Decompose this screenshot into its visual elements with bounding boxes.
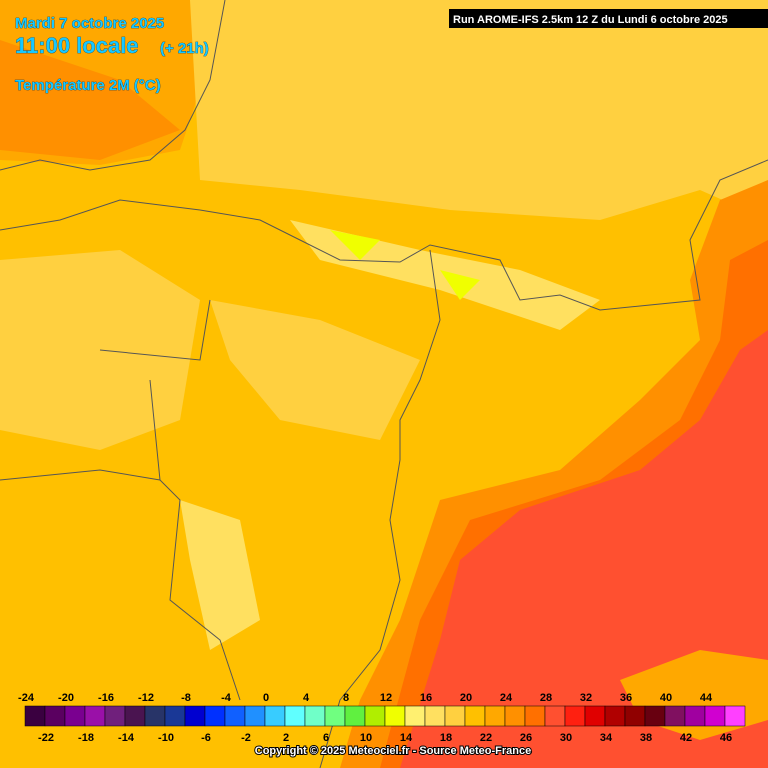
scale-label: 10 [360,732,372,744]
scale-label: 24 [500,692,513,704]
scale-swatch [384,705,406,727]
scale-label: 46 [720,732,732,744]
color-scale: -24-22-20-18-16-14-12-10-8-6-4-202468101… [18,692,746,744]
scale-swatch [264,705,286,727]
scale-swatch [304,705,326,727]
scale-swatch [24,705,46,727]
scale-swatch [404,705,426,727]
scale-swatch [64,705,86,727]
scale-label: 40 [660,692,672,704]
scale-label: 18 [440,732,452,744]
scale-label: 4 [303,692,310,704]
scale-swatch [604,705,626,727]
scale-swatch [284,705,306,727]
scale-swatch [164,705,186,727]
scale-label: 0 [263,692,269,704]
scale-swatch [144,705,166,727]
scale-label: 16 [420,692,432,704]
run-box [449,9,768,28]
scale-swatch [644,705,666,727]
scale-label: -12 [138,692,154,704]
scale-label: 36 [620,692,632,704]
scale-label: 28 [540,692,552,704]
scale-swatch [344,705,366,727]
scale-swatch [624,705,646,727]
scale-swatch [584,705,606,727]
scale-swatch [724,705,746,727]
scale-label: 12 [380,692,392,704]
scale-label: -20 [58,692,74,704]
scale-label: -22 [38,732,54,744]
copyright: Copyright © 2025 Meteociel.fr - Source M… [255,745,531,757]
scale-label: 22 [480,732,492,744]
scale-swatch [424,705,446,727]
scale-label: -18 [78,732,94,744]
scale-swatch [704,705,726,727]
scale-swatch [324,705,346,727]
scale-swatch [544,705,566,727]
scale-label: -10 [158,732,174,744]
scale-label: 26 [520,732,532,744]
scale-label: 6 [323,732,329,744]
scale-label: 14 [400,732,413,744]
scale-swatch [684,705,706,727]
scale-label: -16 [98,692,114,704]
scale-swatch [104,705,126,727]
scale-label: 30 [560,732,572,744]
run-info: Run AROME-IFS 2.5km 12 Z du Lundi 6 octo… [453,14,728,26]
date: Mardi 7 octobre 2025 [15,15,164,32]
scale-swatch [444,705,466,727]
scale-label: 42 [680,732,692,744]
scale-label: -8 [181,692,191,704]
scale-label: 38 [640,732,652,744]
scale-swatch [244,705,266,727]
lead-time: (+ 21h) [160,40,209,57]
scale-swatch [524,705,546,727]
scale-swatch [464,705,486,727]
scale-label: 34 [600,732,613,744]
scale-swatch [504,705,526,727]
scale-swatch [84,705,106,727]
scale-swatch [224,705,246,727]
scale-swatch [564,705,586,727]
scale-label: -14 [118,732,135,744]
scale-swatch [664,705,686,727]
scale-swatch [484,705,506,727]
scale-label: -2 [241,732,251,744]
scale-label: 2 [283,732,289,744]
scale-swatch [204,705,226,727]
scale-swatch [124,705,146,727]
scale-label: 8 [343,692,349,704]
scale-swatch [44,705,66,727]
scale-label: -4 [221,692,232,704]
scale-label: 20 [460,692,472,704]
scale-swatch [364,705,386,727]
scale-label: 32 [580,692,592,704]
scale-label: 44 [700,692,713,704]
scale-label: -6 [201,732,211,744]
scale-swatch [184,705,206,727]
scale-label: -24 [18,692,35,704]
parameter: Température 2M (°C) [15,77,161,94]
time: 11:00 locale [15,33,139,58]
